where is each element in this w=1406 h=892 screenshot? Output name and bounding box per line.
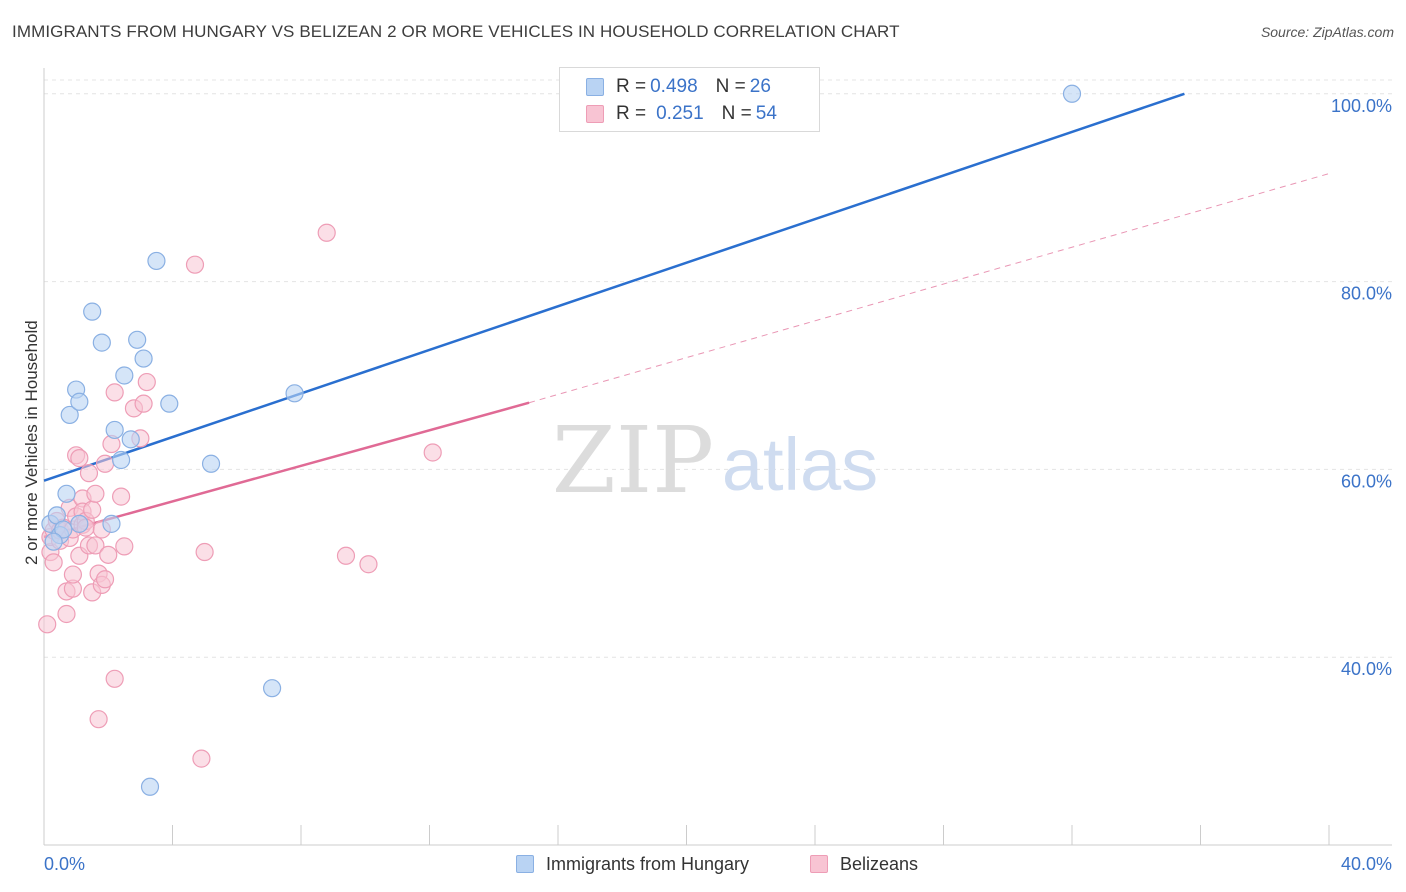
- hungary-point: [60, 405, 79, 425]
- belizeans-point: [57, 604, 76, 624]
- hungary-point: [102, 514, 121, 533]
- belizeans-point: [70, 449, 89, 468]
- belizeans-point: [105, 383, 124, 402]
- belizeans-point: [134, 394, 153, 413]
- hungary-point: [70, 392, 89, 411]
- belizeans-point: [63, 565, 83, 584]
- belizeans-point: [83, 500, 102, 519]
- belizeans-point: [192, 749, 211, 768]
- bottom-legend-belizeans: Belizeans: [810, 852, 918, 876]
- belizeans-point: [86, 536, 105, 555]
- hungary-point: [70, 514, 89, 533]
- hungary-point: [44, 532, 63, 551]
- belizeans-point: [79, 464, 99, 483]
- belizeans-point: [95, 454, 115, 473]
- legend-r-value: 0.498: [650, 76, 698, 97]
- belizeans-point: [336, 546, 356, 565]
- hungary-point: [201, 454, 221, 473]
- hungary-point: [134, 349, 153, 368]
- watermark-zip: ZIP: [552, 407, 714, 514]
- y-tick-label: 100.0%: [1331, 96, 1392, 116]
- hungary-point: [111, 450, 131, 470]
- legend-row-belizeans: R = 0.251 N = 54: [586, 102, 777, 126]
- watermark: ZIP atlas: [552, 407, 878, 514]
- chart-title: IMMIGRANTS FROM HUNGARY VS BELIZEAN 2 OR…: [12, 22, 900, 41]
- hungary-point: [115, 366, 134, 385]
- trend-lines: [43, 92, 1330, 539]
- y-tick-label: 40.0%: [1341, 659, 1392, 679]
- legend-r-label: R =: [616, 103, 647, 124]
- correlation-legend: R = 0.498 N = 26 R = 0.251 N = 54: [559, 67, 820, 132]
- legend-r-label: R =: [616, 76, 647, 97]
- source-label: Source: ZipAtlas.com: [1260, 24, 1394, 40]
- legend-n-label: N =: [715, 76, 746, 97]
- hungary-point: [285, 384, 304, 403]
- belizeans-point: [95, 570, 115, 589]
- legend-swatch-belizeans: [586, 105, 604, 123]
- belizeans-point: [111, 487, 131, 506]
- legend-swatch-hungary: [586, 78, 604, 96]
- hungary-trend-line: [43, 92, 1185, 482]
- bottom-legend-hungary: Immigrants from Hungary: [516, 852, 749, 876]
- hungary-point: [92, 333, 111, 352]
- x-tick-label-min: 0.0%: [44, 854, 85, 874]
- axes: [43, 68, 1392, 846]
- bottom-legend-label-belizeans: Belizeans: [840, 853, 919, 874]
- belizeans-point: [89, 710, 108, 729]
- data-points: [38, 84, 1082, 796]
- hungary-point: [160, 394, 179, 413]
- hungary-point: [121, 430, 140, 449]
- legend-row-hungary: R = 0.498 N = 26: [586, 75, 771, 99]
- hungary-point: [262, 679, 282, 698]
- grid-lines: [44, 79, 1392, 658]
- hungary-point: [57, 484, 76, 503]
- y-tick-label: 80.0%: [1341, 284, 1392, 304]
- hungary-point: [105, 420, 124, 440]
- legend-n-value: 54: [755, 103, 777, 124]
- hungary-point: [128, 330, 147, 349]
- legend-n-label: N =: [721, 103, 752, 124]
- belizeans-point: [423, 443, 442, 462]
- belizeans-point: [137, 372, 156, 392]
- belizeans-point: [105, 669, 124, 688]
- x-tick-label-max: 40.0%: [1341, 854, 1392, 874]
- belizeans-point: [317, 223, 336, 242]
- watermark-atlas: atlas: [722, 423, 878, 506]
- bottom-legend-swatch-hungary: [516, 855, 534, 873]
- belizeans-point: [44, 553, 63, 572]
- belizeans-point: [185, 255, 205, 274]
- hungary-point: [1062, 84, 1082, 103]
- belizeans-point: [99, 545, 118, 564]
- bottom-legend-swatch-belizeans: [810, 855, 828, 873]
- legend-r-value: 0.251: [656, 103, 704, 124]
- tick-labels: 40.0% 60.0% 80.0% 100.0% 0.0% 40.0%: [44, 96, 1392, 874]
- belizeans-point: [38, 615, 57, 634]
- legend-n-value: 26: [749, 76, 771, 97]
- hungary-point: [83, 302, 102, 321]
- hungary-point: [147, 251, 166, 271]
- y-tick-label: 60.0%: [1341, 471, 1392, 491]
- bottom-legend-label-hungary: Immigrants from Hungary: [546, 853, 750, 874]
- belizeans-trend-line: [43, 401, 530, 539]
- hungary-point: [140, 777, 160, 796]
- belizeans-point: [86, 484, 105, 503]
- belizeans-trend-extension: [528, 173, 1330, 404]
- belizeans-point: [359, 555, 378, 574]
- belizeans-point: [195, 542, 214, 562]
- hungary-point: [54, 520, 73, 539]
- belizeans-point: [115, 537, 134, 556]
